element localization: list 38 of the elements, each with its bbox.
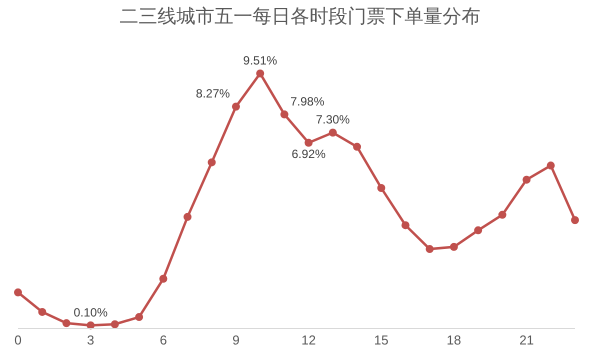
data-label: 8.27% xyxy=(196,86,230,101)
data-label: 6.92% xyxy=(292,146,326,161)
point xyxy=(38,308,46,316)
point xyxy=(280,110,288,118)
point xyxy=(426,245,434,254)
point xyxy=(353,142,362,151)
x-tick-label: 6 xyxy=(160,332,167,348)
point xyxy=(450,242,458,251)
data-label: 7.30% xyxy=(316,112,350,127)
point xyxy=(546,162,555,170)
x-tick-label: 3 xyxy=(87,332,94,348)
chart-title: 二三线城市五一每日各时段门票下单量分布 xyxy=(120,5,480,28)
point xyxy=(256,69,264,78)
point xyxy=(184,212,192,221)
point xyxy=(232,102,240,111)
data-label: 7.98% xyxy=(290,94,325,108)
point xyxy=(377,184,386,192)
data-label: 0.10% xyxy=(74,305,108,320)
point xyxy=(328,128,337,137)
data-label: 9.51% xyxy=(243,53,278,68)
point xyxy=(135,313,144,322)
point xyxy=(498,210,506,219)
x-tick-label: 21 xyxy=(519,332,534,348)
point xyxy=(208,158,216,166)
point xyxy=(110,320,119,328)
x-tick-label: 12 xyxy=(301,332,316,348)
point xyxy=(62,319,70,328)
x-tick-label: 9 xyxy=(232,332,240,348)
point xyxy=(159,274,168,283)
point xyxy=(304,138,313,147)
x-tick-label: 15 xyxy=(374,332,388,348)
point xyxy=(571,216,579,224)
x-tick-label: 0 xyxy=(14,332,22,348)
point xyxy=(474,226,482,234)
x-tick-label: 18 xyxy=(446,332,462,348)
point xyxy=(14,288,22,296)
point xyxy=(401,221,410,230)
point xyxy=(522,176,531,184)
